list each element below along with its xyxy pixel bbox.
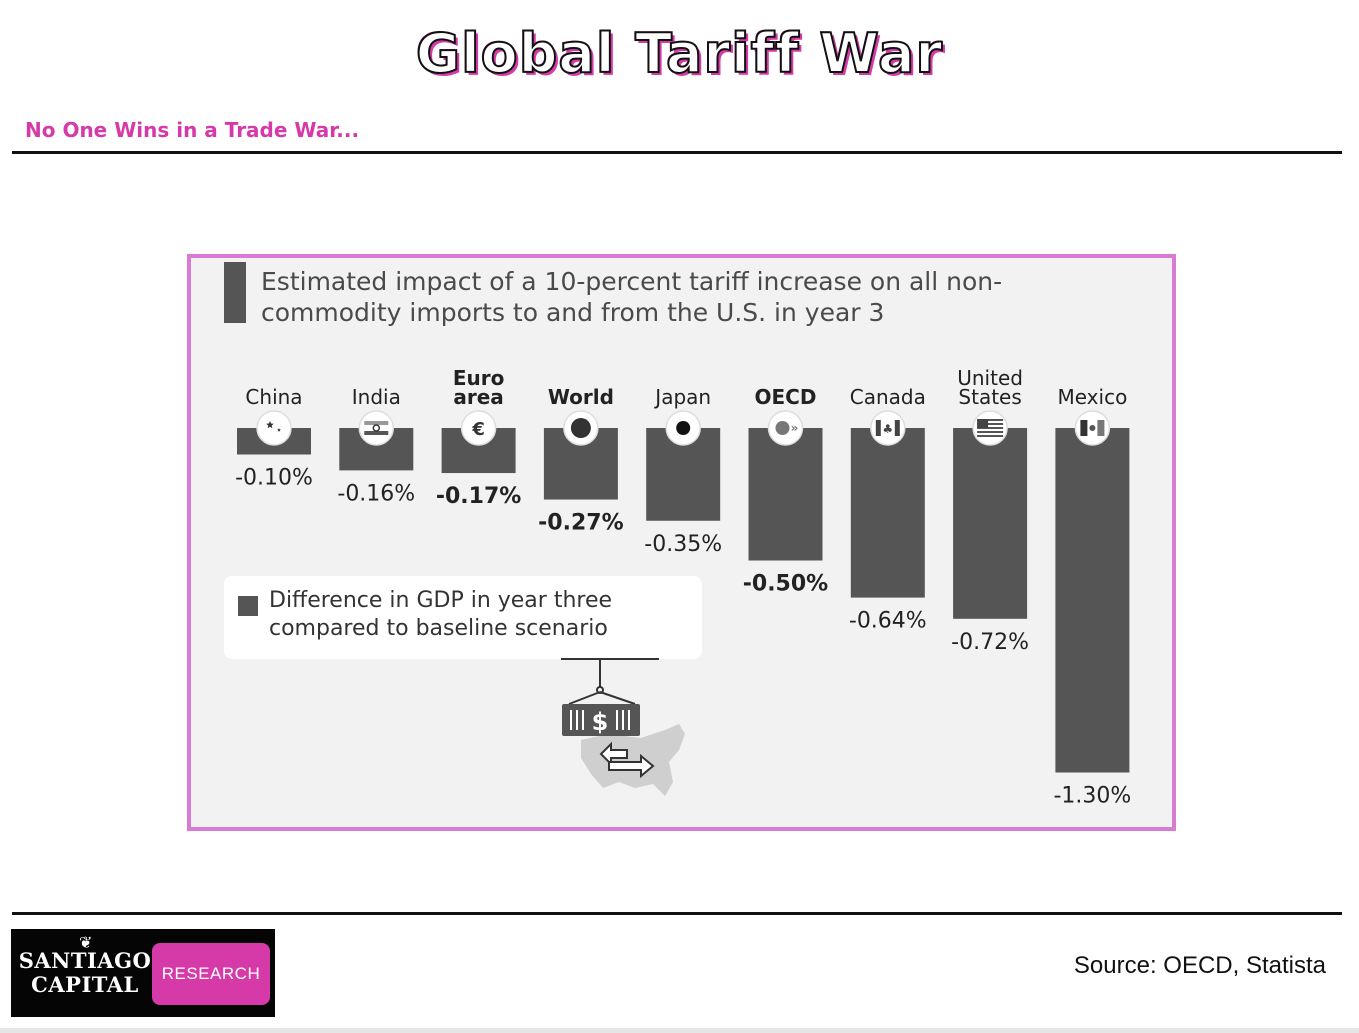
us-map-silhouette bbox=[581, 724, 685, 796]
japan-flag-icon bbox=[665, 410, 701, 446]
svg-text:»: » bbox=[791, 421, 799, 435]
china-flag-icon bbox=[256, 410, 292, 446]
bar-mexico bbox=[1055, 428, 1130, 773]
mexico-flag-icon bbox=[1074, 410, 1111, 446]
heading-accent-bar bbox=[224, 262, 246, 323]
oecd-icon: » bbox=[767, 410, 804, 446]
container-icon bbox=[562, 704, 640, 736]
chart-title: Estimated impact of a 10-percent tariff … bbox=[261, 267, 1003, 327]
category-label: Canada bbox=[850, 385, 926, 409]
dollar-sign: $ bbox=[592, 708, 609, 736]
value-label: -0.35% bbox=[644, 532, 722, 557]
legend-label: Difference in GDP in year three compared… bbox=[269, 588, 613, 641]
globe-icon bbox=[563, 410, 599, 446]
value-label: -0.72% bbox=[951, 630, 1029, 655]
source-note: Source: OECD, Statista bbox=[1073, 952, 1326, 979]
bottom-divider bbox=[12, 912, 1342, 915]
top-divider bbox=[12, 151, 1342, 154]
value-label: -0.16% bbox=[337, 481, 415, 506]
value-label: -0.50% bbox=[743, 572, 828, 597]
svg-text:♣: ♣ bbox=[882, 422, 893, 436]
us-flag-icon bbox=[972, 410, 1008, 446]
logo-line-2: Capital bbox=[31, 972, 139, 997]
category-label: OECD bbox=[755, 385, 817, 409]
legend-swatch bbox=[238, 596, 258, 616]
bar-united-states bbox=[953, 428, 1028, 619]
category-label: World bbox=[548, 385, 614, 409]
research-badge: RESEARCH bbox=[152, 943, 270, 1005]
category-label: United bbox=[957, 366, 1023, 390]
svg-text:€: € bbox=[471, 419, 485, 440]
value-label: -1.30% bbox=[1053, 784, 1131, 809]
category-label: Mexico bbox=[1057, 385, 1127, 409]
category-label: Japan bbox=[653, 385, 711, 409]
value-label: -0.27% bbox=[538, 511, 623, 536]
page-subtitle: No One Wins in a Trade War... bbox=[25, 118, 360, 142]
india-flag-icon bbox=[358, 410, 395, 446]
exchange-arrows-icon bbox=[599, 741, 655, 779]
legend: Difference in GDP in year three compared… bbox=[224, 576, 702, 659]
category-label: area bbox=[453, 385, 503, 409]
chart-panel: Estimated impact of a 10-percent tariff … bbox=[187, 254, 1176, 831]
value-label: -0.64% bbox=[849, 609, 927, 634]
page-title: Global Tariff War bbox=[415, 21, 944, 86]
santiago-capital-logo: ❦ Santiago Capital RESEARCH bbox=[11, 929, 275, 1017]
category-label: China bbox=[245, 385, 302, 409]
value-label: -0.10% bbox=[235, 466, 313, 491]
canada-flag-icon: ♣ bbox=[870, 410, 906, 446]
shell-icon: ❦ bbox=[79, 933, 93, 952]
bar-oecd bbox=[748, 428, 823, 561]
research-badge-label: RESEARCH bbox=[161, 964, 261, 983]
category-label: India bbox=[352, 385, 401, 409]
value-label: -0.17% bbox=[436, 484, 521, 509]
logo-line-1: Santiago bbox=[18, 948, 152, 973]
bottom-strip bbox=[0, 1028, 1359, 1033]
bar-canada bbox=[850, 428, 925, 598]
category-label: States bbox=[958, 385, 1021, 409]
euro-icon: € bbox=[460, 410, 497, 446]
container-map-illustration: $ bbox=[561, 658, 685, 796]
category-label: Euro bbox=[453, 366, 505, 390]
